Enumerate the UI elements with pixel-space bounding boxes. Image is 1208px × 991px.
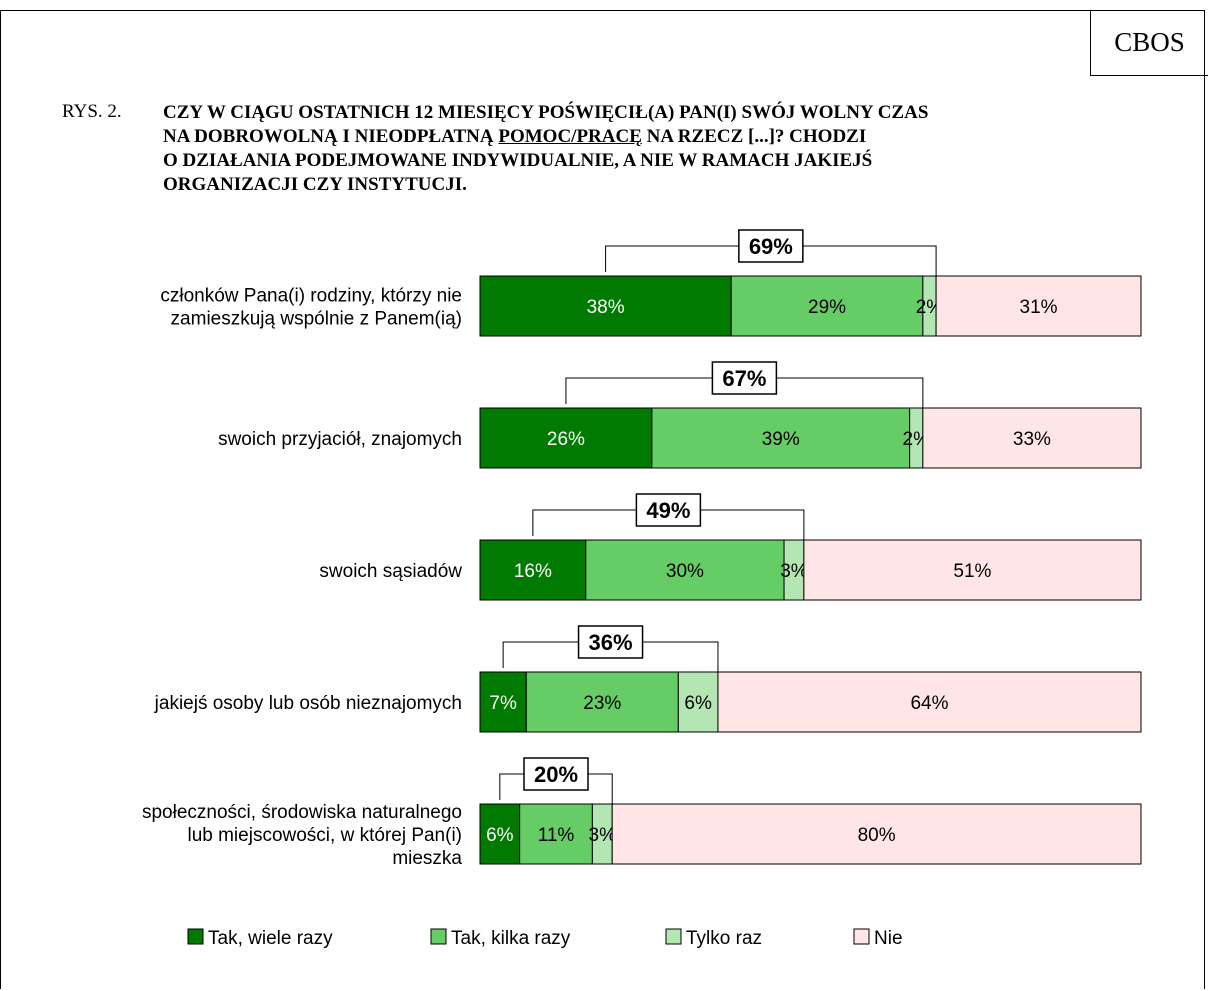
title-line-2a: NA DOBROWOLNĄ I NIEODPŁATNĄ — [163, 126, 499, 147]
segment-value-label: 6% — [684, 693, 712, 714]
bar-segment — [935, 275, 1142, 337]
bar-segment — [730, 275, 924, 337]
legend-swatch — [665, 928, 682, 945]
segment-value-label: 29% — [808, 297, 846, 318]
category-label: lub miejscowości, w której Pan(i) — [187, 825, 462, 846]
total-value-label: 69% — [749, 234, 793, 259]
figure-frame — [0, 10, 1205, 989]
segment-value-label: 33% — [1013, 429, 1051, 450]
total-value-label: 49% — [646, 498, 690, 523]
title-line-4: ORGANIZACJI CZY INSTYTUCJI. — [163, 174, 467, 195]
total-box — [738, 229, 804, 263]
segment-value-label: 31% — [1020, 297, 1058, 318]
cbos-badge: CBOS — [1090, 10, 1208, 76]
total-box — [523, 757, 589, 791]
legend-label: Tylko raz — [686, 928, 762, 949]
segment-value-label: 6% — [486, 825, 514, 846]
segment-value-label: 80% — [858, 825, 896, 846]
category-label: jakiejś osoby lub osób nieznajomych — [154, 693, 462, 714]
segment-value-label: 39% — [762, 429, 800, 450]
total-box — [635, 493, 702, 527]
bar-segment — [479, 275, 732, 337]
legend-label: Nie — [874, 928, 903, 949]
bar-segment — [479, 407, 653, 469]
legend-swatch — [430, 928, 447, 945]
figure-title: CZY W CIĄGU OSTATNICH 12 MIESIĘCY POŚWIĘ… — [163, 101, 1163, 197]
segment-value-label: 38% — [587, 297, 625, 318]
figure-number: RYS. 2. — [62, 101, 122, 122]
category-label: swoich sąsiadów — [319, 561, 462, 582]
bar-segment — [677, 671, 719, 733]
segment-value-label: 3% — [780, 561, 808, 582]
bar-segment — [651, 407, 911, 469]
title-underlined-phrase: POMOC/PRACĘ — [498, 126, 642, 147]
segment-value-label: 30% — [666, 561, 704, 582]
legend-swatch — [853, 928, 870, 945]
bar-segment — [479, 803, 521, 865]
segment-value-label: 64% — [910, 693, 948, 714]
total-box — [711, 361, 778, 395]
total-value-label: 20% — [534, 762, 578, 787]
segment-value-label: 51% — [953, 561, 991, 582]
bar-segment — [611, 803, 1142, 865]
category-label: zamieszkują wspólnie z Panem(ią) — [171, 309, 462, 330]
title-line-1: CZY W CIĄGU OSTATNICH 12 MIESIĘCY POŚWIĘ… — [163, 102, 929, 123]
segment-value-label: 26% — [547, 429, 585, 450]
total-value-label: 67% — [722, 366, 766, 391]
title-line-3: O DZIAŁANIA PODEJMOWANE INDYWIDUALNIE, A… — [163, 150, 873, 171]
segment-value-label: 7% — [489, 693, 517, 714]
total-value-label: 36% — [589, 630, 633, 655]
title-line-2: NA DOBROWOLNĄ I NIEODPŁATNĄ POMOC/PRACĘ … — [163, 125, 1163, 149]
title-line-2b: NA RZECZ [...]? CHODZI — [641, 126, 867, 147]
category-label: swoich przyjaciół, znajomych — [218, 429, 462, 450]
category-label: członków Pana(i) rodziny, którzy nie — [160, 286, 462, 307]
segment-value-label: 16% — [514, 561, 552, 582]
bar-segment — [525, 671, 679, 733]
bar-segment — [519, 803, 593, 865]
bar-segment — [717, 671, 1142, 733]
bar-segment — [479, 539, 587, 601]
bar-segment — [922, 407, 1142, 469]
legend-label: Tak, wiele razy — [208, 928, 333, 949]
legend-swatch — [187, 928, 204, 945]
total-box — [577, 625, 644, 659]
category-label: społeczności, środowiska naturalnego — [142, 802, 462, 823]
bar-segment — [803, 539, 1142, 601]
segment-value-label: 23% — [583, 693, 621, 714]
segment-value-label: 3% — [589, 825, 617, 846]
segment-value-label: 11% — [538, 825, 575, 846]
category-label: mieszka — [392, 848, 462, 869]
legend-label: Tak, kilka razy — [451, 928, 571, 949]
